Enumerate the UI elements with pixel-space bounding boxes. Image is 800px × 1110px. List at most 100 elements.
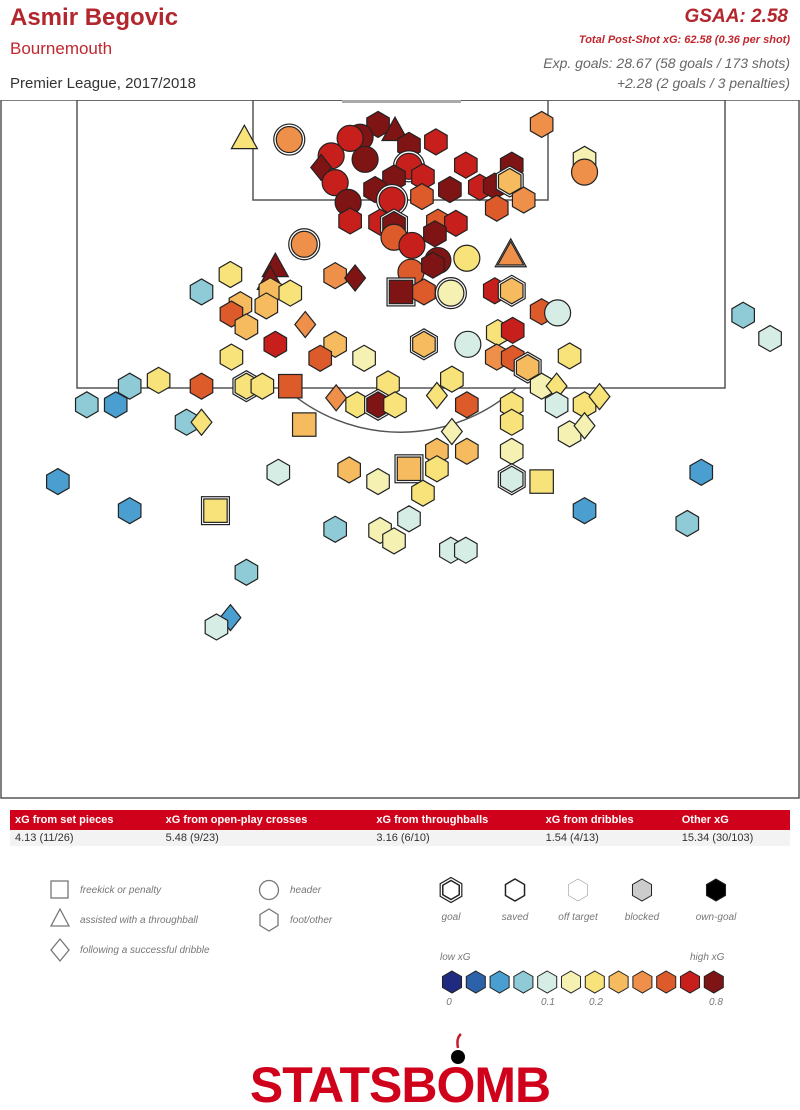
shots-layer bbox=[45, 110, 782, 641]
shot-marker-foot bbox=[454, 391, 479, 419]
outcome-goal-label: goal bbox=[442, 912, 462, 923]
value-open-play-crosses: 5.48 (9/23) bbox=[160, 830, 372, 846]
shot-marker-foot bbox=[308, 344, 333, 372]
legend-foot-label: foot/other bbox=[290, 915, 333, 926]
shot-marker-foot bbox=[234, 313, 259, 341]
shot-marker-foot bbox=[557, 342, 582, 370]
shot-marker-foot bbox=[366, 467, 390, 496]
shot-marker-header-goal bbox=[288, 228, 321, 261]
expected-goals-summary: Exp. goals: 28.67 (58 goals / 173 shots) bbox=[543, 55, 790, 71]
shot-marker-set-piece bbox=[277, 373, 303, 399]
shot-marker-foot bbox=[254, 292, 279, 320]
shot-marker-foot bbox=[219, 343, 244, 371]
statsbomb-logo: STATSBOMB bbox=[250, 1033, 551, 1110]
logo-fuse bbox=[456, 1033, 462, 1049]
shot-marker-set-piece-goal bbox=[386, 277, 416, 307]
shot-marker-foot bbox=[511, 186, 536, 214]
shot-marker-foot bbox=[421, 251, 445, 279]
shot-marker-foot bbox=[189, 372, 214, 400]
legend-freekick-label: freekick or penalty bbox=[80, 885, 162, 896]
shot-marker-foot bbox=[499, 437, 524, 466]
triangle-icon bbox=[49, 907, 71, 927]
penalty-box bbox=[76, 100, 726, 389]
scale-swatch-8 bbox=[632, 970, 653, 994]
shot-marker-foot bbox=[500, 316, 525, 345]
shot-marker-foot-goal bbox=[409, 328, 438, 361]
scale-low-label: low xG bbox=[440, 952, 471, 963]
legend: freekick or penalty assisted with a thro… bbox=[49, 876, 737, 1008]
square-icon bbox=[50, 880, 69, 899]
penalty-arc bbox=[284, 387, 517, 433]
shot-marker-set-piece bbox=[529, 469, 554, 494]
header-dribbles: xG from dribbles bbox=[540, 810, 677, 830]
value-set-pieces: 4.13 (11/26) bbox=[10, 830, 161, 846]
value-throughballs: 3.16 (6/10) bbox=[371, 830, 541, 846]
shot-marker-dribble bbox=[190, 408, 213, 437]
shot-map bbox=[0, 100, 800, 799]
shot-marker-foot bbox=[410, 182, 434, 211]
value-dribbles: 1.54 (4/13) bbox=[540, 830, 677, 846]
shot-marker-foot bbox=[337, 456, 361, 484]
value-other-xg: 15.34 (30/103) bbox=[676, 830, 790, 846]
shot-marker-foot bbox=[74, 391, 99, 419]
shot-marker-foot bbox=[529, 110, 554, 139]
shot-marker-foot bbox=[731, 301, 755, 329]
scale-tick-0-8: 0.8 bbox=[709, 997, 723, 1008]
scale-swatch-5 bbox=[560, 970, 582, 994]
outcome-own-goal-label: own-goal bbox=[696, 912, 737, 923]
outcome-own-goal-icon bbox=[705, 878, 727, 902]
competition-season: Premier League, 2017/2018 bbox=[10, 75, 196, 92]
shot-marker-foot bbox=[689, 458, 714, 486]
shot-marker-header bbox=[544, 299, 572, 327]
shot-marker-foot bbox=[572, 496, 597, 525]
team-name: Bournemouth bbox=[10, 39, 113, 58]
header-open-play-crosses: xG from open-play crosses bbox=[160, 810, 372, 830]
shot-marker-header bbox=[398, 231, 426, 260]
shot-marker-foot bbox=[425, 455, 449, 483]
shot-marker-header bbox=[321, 168, 349, 197]
shot-marker-foot bbox=[352, 344, 376, 372]
shot-marker-foot bbox=[438, 175, 462, 204]
legend-throughball-label: assisted with a throughball bbox=[80, 915, 199, 926]
shot-marker-foot bbox=[189, 278, 214, 306]
outcome-off-target-icon bbox=[568, 878, 588, 902]
outcome-goal-icon bbox=[439, 876, 463, 904]
player-name: Asmir Begovic bbox=[10, 4, 179, 31]
scale-tick-0-2: 0.2 bbox=[589, 997, 603, 1008]
shot-marker-foot bbox=[146, 366, 171, 395]
shot-marker-foot bbox=[453, 151, 478, 179]
shot-marker-header bbox=[453, 244, 481, 272]
penalty-summary: +2.28 (2 goals / 3 penalties) bbox=[616, 75, 790, 91]
scale-swatch-2 bbox=[489, 970, 510, 994]
logo-wordmark: STATSBOMB bbox=[250, 1057, 550, 1110]
shot-marker-dribble bbox=[324, 383, 348, 412]
gsaa-value: GSAA: 2.58 bbox=[684, 6, 788, 27]
header-other-xg: Other xG bbox=[676, 810, 790, 830]
shot-marker-foot bbox=[397, 505, 421, 533]
shot-marker-foot bbox=[444, 209, 468, 238]
shot-marker-foot bbox=[423, 220, 447, 248]
shot-marker-foot bbox=[323, 261, 348, 290]
shot-marker-header-goal bbox=[434, 277, 467, 310]
shot-marker-dribble bbox=[425, 381, 449, 410]
scale-swatch-6 bbox=[584, 970, 605, 994]
scale-swatch-9 bbox=[656, 970, 677, 994]
shot-marker-foot bbox=[278, 279, 303, 307]
shot-marker-dribble bbox=[440, 417, 464, 446]
header-set-pieces: xG from set pieces bbox=[10, 810, 161, 830]
shot-marker-foot bbox=[103, 391, 128, 419]
shot-marker-foot bbox=[440, 365, 464, 393]
shot-marker-foot-goal bbox=[497, 463, 526, 496]
shot-marker-foot bbox=[234, 558, 259, 587]
shot-marker-foot bbox=[758, 324, 782, 353]
shot-marker-set-piece-goal bbox=[394, 454, 424, 484]
shot-marker-dribble bbox=[343, 264, 367, 292]
shot-marker-foot bbox=[412, 278, 436, 306]
scale-swatch-0 bbox=[441, 970, 463, 994]
shot-marker-foot bbox=[266, 458, 291, 486]
scale-swatch-11 bbox=[703, 970, 724, 994]
scale-swatch-10 bbox=[679, 970, 701, 994]
scale-swatch-7 bbox=[608, 970, 629, 994]
shot-marker-foot bbox=[382, 527, 406, 555]
shot-marker-foot bbox=[250, 372, 275, 400]
